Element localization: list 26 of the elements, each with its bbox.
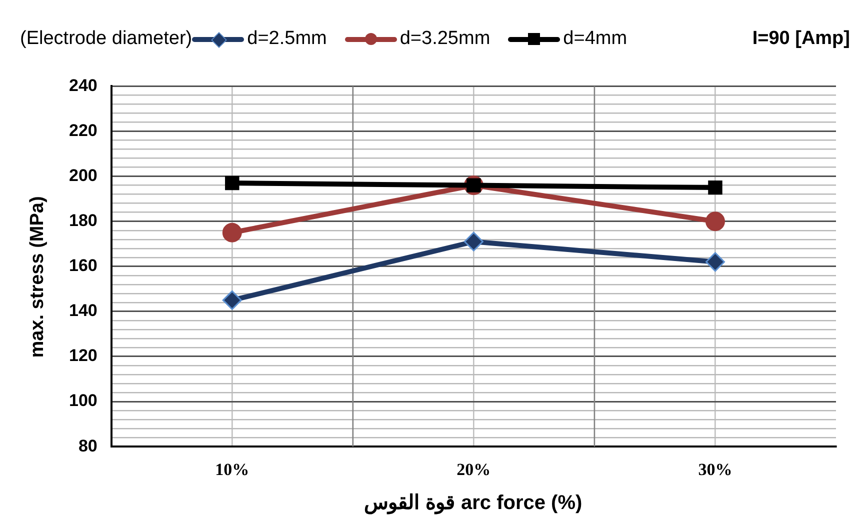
point (222, 222, 242, 242)
y-tick-label: 220 (68, 120, 98, 140)
text: I=90 [Amp] (752, 28, 850, 50)
y-tick-label: 180 (68, 211, 98, 230)
point (705, 212, 725, 232)
y-tick-label: 120 (68, 346, 98, 366)
x-tick-label: 10% (215, 460, 250, 480)
x-tick-label: 30% (698, 460, 732, 480)
x-axis-title: قوة القوس arc force (%) (364, 491, 582, 515)
point (705, 252, 725, 272)
point (464, 232, 484, 252)
x-tick-label: 20% (456, 460, 491, 480)
y-tick-label: 240 (68, 76, 98, 95)
y-tick-label: 140 (68, 301, 98, 320)
y-tick-label: 200 (68, 166, 98, 185)
point (225, 176, 240, 190)
y-axis-title: max. stress (MPa) (27, 196, 49, 358)
y-tick-label: 80 (78, 436, 98, 456)
point (222, 290, 242, 310)
legend-label: d=4mm (563, 28, 628, 50)
legend-label: d=2.5mm (247, 28, 327, 50)
y-tick-label: 160 (68, 256, 98, 276)
point (708, 180, 722, 195)
legend-title: (Electrode diameter) (20, 28, 192, 50)
y-tick-label: 100 (68, 391, 98, 410)
legend-label: d=3.25mm (400, 28, 490, 50)
